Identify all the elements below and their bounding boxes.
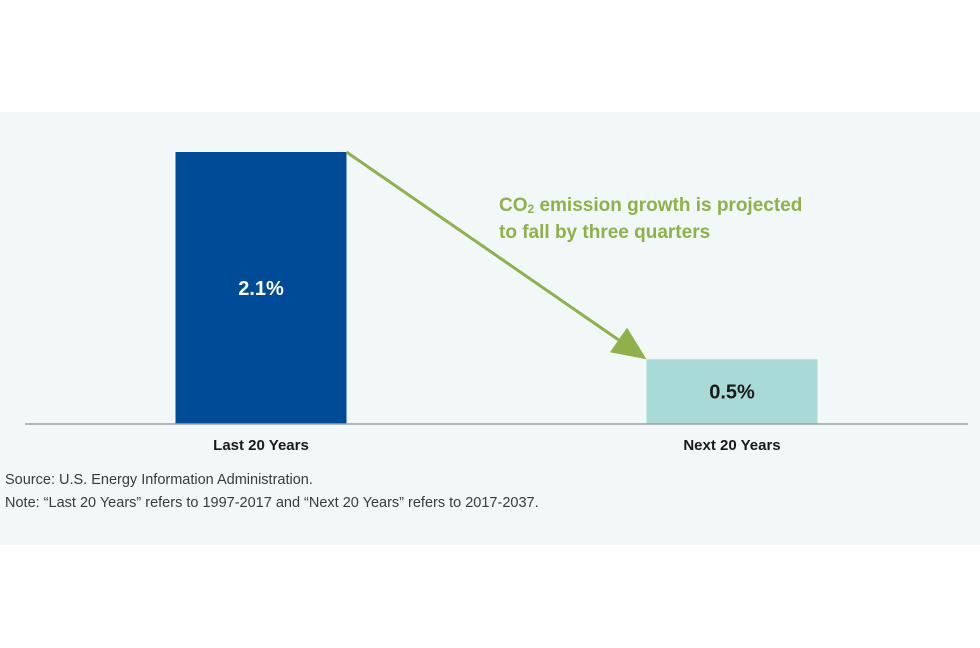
bar-value-label: 2.1% (238, 278, 284, 300)
bar-value-label: 0.5% (709, 382, 755, 404)
annotation-co: CO (499, 195, 528, 216)
trend-arrow (345, 150, 620, 342)
annotation-line-1-rest: emission growth is projected (534, 195, 803, 216)
annotation-line-2: to fall by three quarters (499, 222, 711, 243)
definition-note: Note: “Last 20 Years” refers to 1997-201… (5, 495, 539, 511)
category-label: Last 20 Years (213, 437, 309, 454)
annotation-subscript: 2 (527, 202, 535, 216)
source-note: Source: U.S. Energy Information Administ… (5, 472, 313, 488)
bar-next-20-years (646, 359, 818, 424)
chart-panel (0, 112, 980, 545)
bar-last-20-years (175, 152, 347, 424)
annotation-text: CO2 emission growth is projected to fall… (499, 194, 802, 245)
category-label: Next 20 Years (683, 437, 780, 454)
trend-arrowhead (610, 327, 647, 360)
annotation-line-1: CO2 emission growth is projected (499, 194, 802, 221)
